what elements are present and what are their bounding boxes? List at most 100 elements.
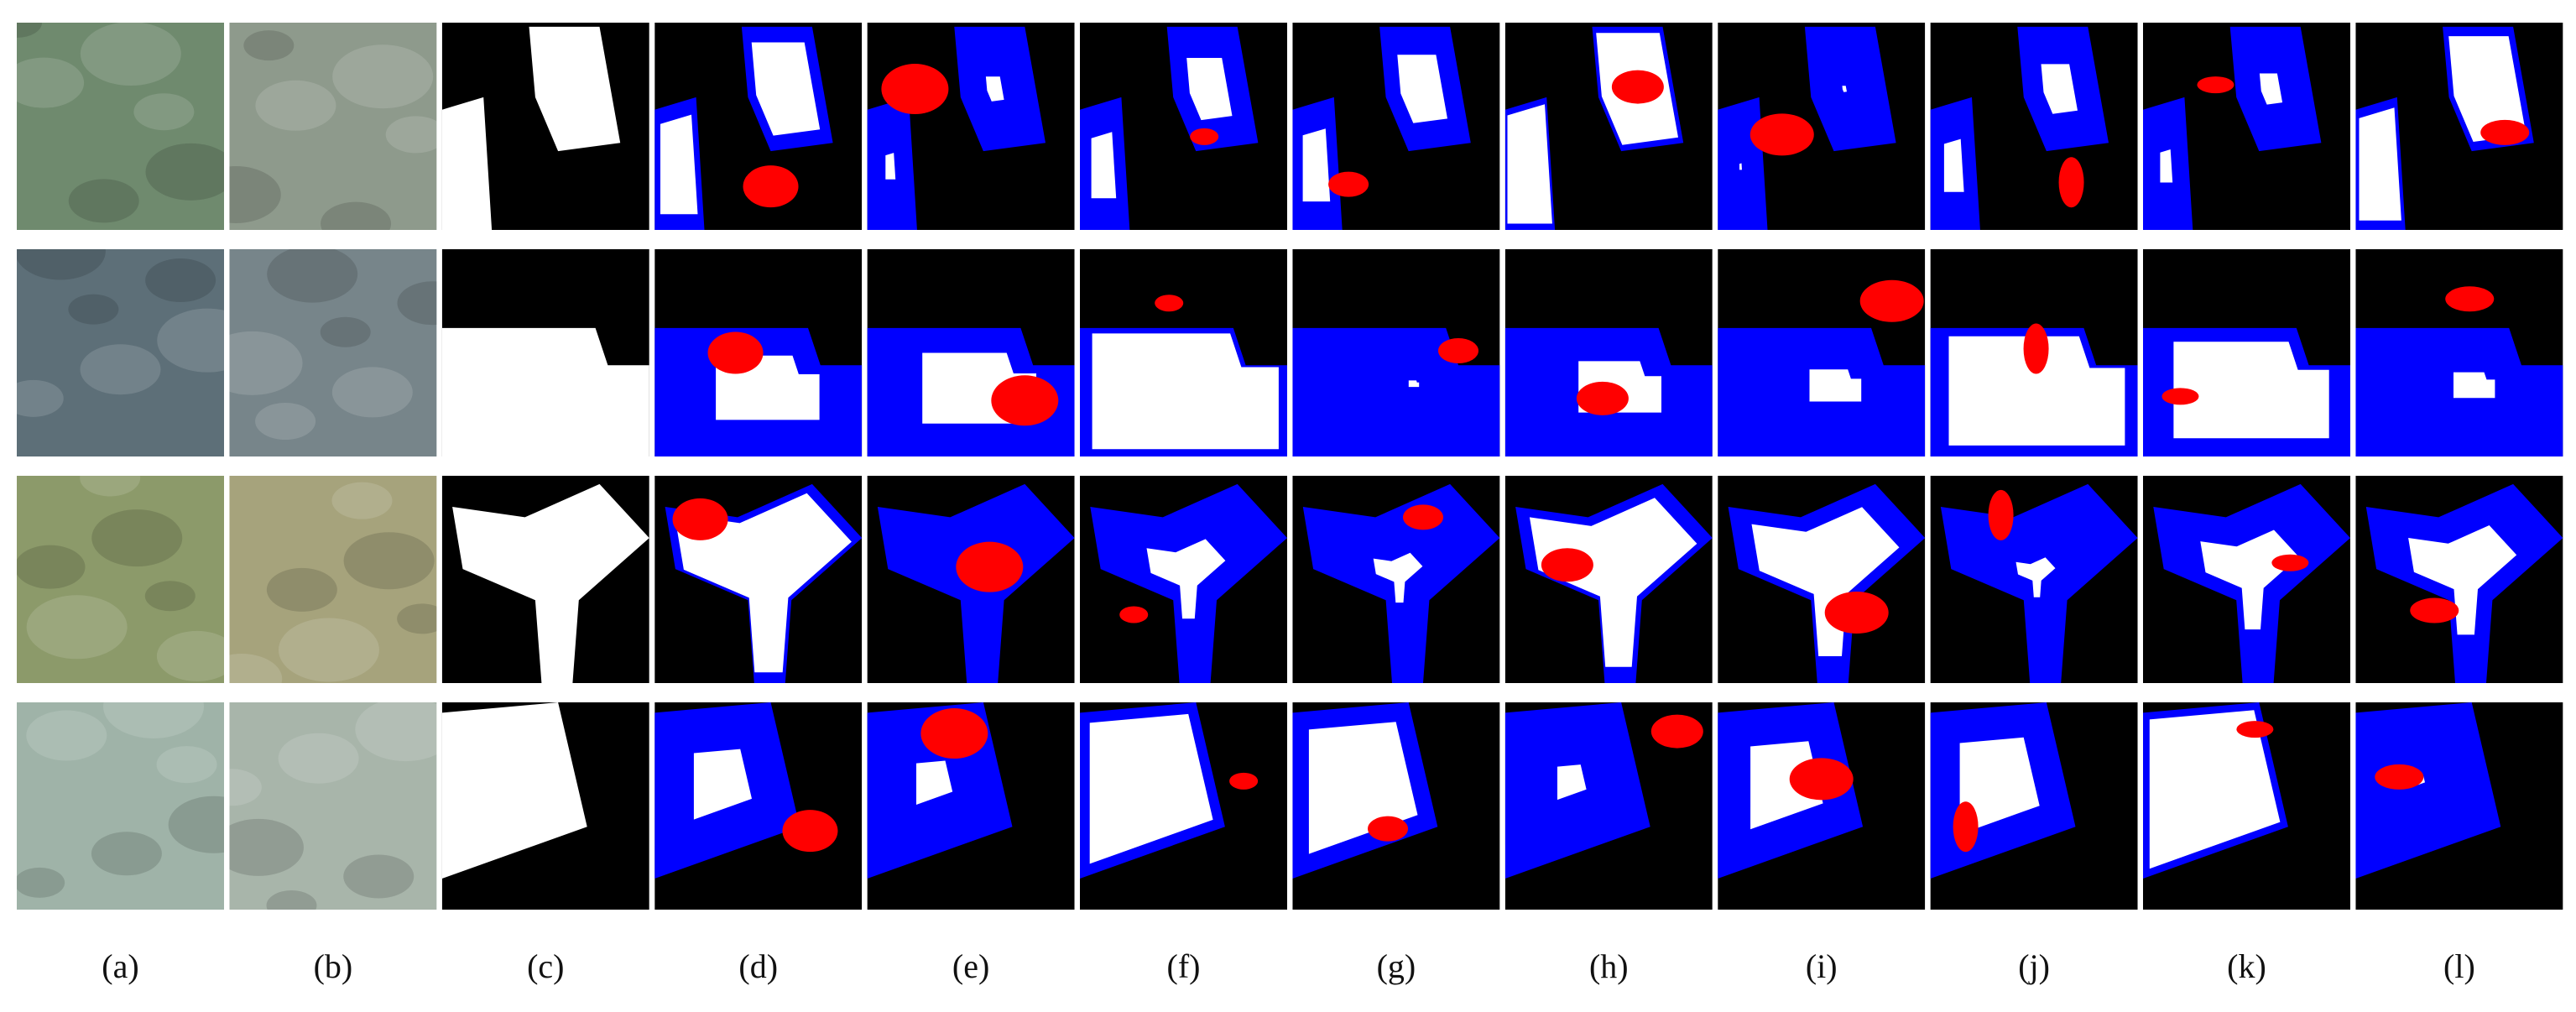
texture: [156, 746, 217, 784]
detected-region: [1408, 380, 1420, 388]
detected-region: [2259, 73, 2283, 105]
texture: [229, 331, 303, 395]
false-alarm: [1438, 338, 1478, 364]
false-alarm: [2161, 388, 2199, 405]
texture: [17, 249, 106, 280]
detected-region: [1302, 128, 1331, 202]
false-alarm: [2410, 597, 2459, 623]
detected-region: [1943, 138, 1964, 192]
detected-region: [751, 42, 821, 136]
image-tile: [867, 249, 1075, 456]
tile-content: [1930, 702, 2138, 910]
false-alarm: [1119, 606, 1149, 623]
texture: [145, 143, 224, 201]
tile-content: [1504, 476, 1713, 683]
tile-content: [17, 702, 224, 910]
false-alarm: [2271, 554, 2309, 571]
false-alarm: [881, 64, 949, 115]
texture: [80, 23, 181, 86]
column-label: (g): [1377, 947, 1416, 985]
image-tile: [2355, 476, 2563, 683]
detected-region: [2015, 557, 2056, 597]
texture: [17, 867, 65, 898]
false-alarm: [1328, 171, 1369, 197]
false-alarm: [991, 375, 1059, 426]
aerial-photo: [229, 476, 437, 683]
texture: [17, 57, 85, 108]
tile-content: [1930, 249, 2138, 456]
image-tile: [1080, 702, 1287, 910]
image-tile: [441, 476, 649, 683]
image-tile: [229, 23, 437, 230]
detected-region: [660, 114, 698, 215]
image-tile: [1718, 23, 1926, 230]
image-tile: [654, 702, 863, 910]
image-tile: [1292, 476, 1500, 683]
false-alarm: [1789, 758, 1854, 801]
texture: [266, 567, 337, 612]
tile-content: [654, 23, 863, 230]
detected-region: [1948, 336, 2125, 446]
tile-content: [654, 476, 863, 683]
image-tile: [17, 476, 224, 683]
false-alarm: [1190, 128, 1219, 145]
false-alarm: [1824, 592, 1889, 634]
column-label: (j): [2018, 947, 2050, 985]
false-alarm: [920, 708, 988, 759]
texture: [133, 93, 195, 131]
detected-region: [1507, 104, 1552, 224]
ground-truth: [529, 26, 621, 152]
texture: [278, 733, 359, 784]
detected-region: [1092, 333, 1279, 450]
texture: [229, 654, 283, 683]
column-label: (d): [738, 947, 778, 985]
column-label: (c): [527, 947, 564, 985]
texture: [145, 258, 216, 303]
column-label: (i): [1806, 947, 1838, 985]
tile-content: [229, 476, 437, 683]
texture: [255, 403, 316, 441]
image-tile: [654, 249, 863, 456]
tile-content: [867, 23, 1075, 230]
detected-region: [2448, 36, 2526, 142]
detected-region: [2359, 107, 2401, 221]
texture: [229, 166, 281, 223]
false-alarm: [2480, 119, 2530, 145]
image-tile: [867, 702, 1075, 910]
texture: [80, 476, 141, 497]
detected-region: [1739, 163, 1742, 170]
false-alarm: [707, 331, 764, 374]
tile-content: [1080, 702, 1287, 910]
false-alarm: [1368, 816, 1409, 842]
false-alarm: [956, 541, 1024, 592]
ground-truth: [441, 327, 649, 456]
texture: [68, 294, 119, 325]
texture: [321, 201, 392, 230]
texture: [229, 818, 304, 876]
false-alarm: [1155, 295, 1184, 312]
false-alarm: [672, 498, 728, 540]
detected-region: [1842, 86, 1847, 92]
detected-region: [1809, 369, 1862, 402]
image-tile: [1504, 249, 1713, 456]
detected-region: [1959, 737, 2040, 835]
tile-content: [441, 249, 649, 456]
tile-content: [1504, 23, 1713, 230]
false-alarm: [1650, 714, 1703, 749]
image-tile: [2143, 249, 2350, 456]
tile-content: [2355, 476, 2563, 683]
image-tile: [229, 702, 437, 910]
tile-content: [2143, 23, 2350, 230]
tile-content: [1292, 476, 1500, 683]
texture: [91, 509, 183, 567]
false-alarm: [1576, 381, 1629, 415]
tile-content: [17, 476, 224, 683]
image-tile: [229, 476, 437, 683]
texture: [397, 603, 437, 634]
detected-region: [2149, 710, 2281, 869]
false-alarm: [2375, 764, 2424, 790]
image-tile: [2355, 23, 2563, 230]
false-alarm: [2058, 157, 2084, 208]
